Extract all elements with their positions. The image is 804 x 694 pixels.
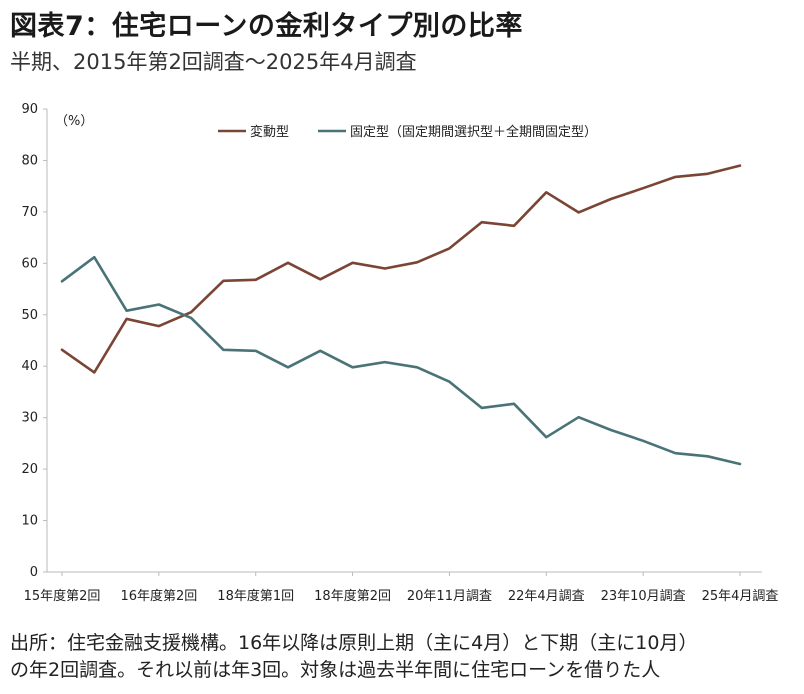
y-tick-label: 60 <box>21 256 38 271</box>
y-tick-label: 50 <box>21 308 38 323</box>
x-tick-label: 15年度第2回 <box>24 588 101 604</box>
chart-title: 図表7：住宅ローンの金利タイプ別の比率 <box>10 11 523 42</box>
x-tick-label: 23年10月調査 <box>601 589 686 604</box>
source-line-1: 出所：住宅金融支援機構。16年以降は原則上期（主に4月）と下期（主に10月） <box>10 632 698 654</box>
y-tick-label: 90 <box>21 102 38 117</box>
x-tick-label: 18年度第2回 <box>314 588 391 604</box>
legend: 変動型 固定型（固定期間選択型＋全期間固定型） <box>218 124 597 140</box>
source-line-2: の年2回調査。それ以前は年3回。対象は過去半年間に住宅ローンを借りた人 <box>10 659 661 681</box>
line-chart: 0 10 20 30 40 50 60 70 80 90 15年度第2回 16年度第2回 18年度第1… <box>21 102 779 604</box>
x-tick-label: 18年度第1回 <box>217 588 294 604</box>
y-tick-label: 80 <box>21 153 38 168</box>
series-line-variable <box>60 164 742 374</box>
y-tick-label: 10 <box>21 514 38 529</box>
y-tick-label: 20 <box>21 462 38 477</box>
y-unit-label: （%） <box>55 114 93 129</box>
source-note: 出所：住宅金融支援機構。16年以降は原則上期（主に4月）と下期（主に10月） の… <box>10 630 800 684</box>
series-line-fixed <box>60 255 742 466</box>
y-tick-label: 30 <box>21 411 38 426</box>
x-tick-label: 16年度第2回 <box>120 588 197 604</box>
x-tick-label: 20年11月調査 <box>407 589 492 604</box>
y-tick-label: 40 <box>21 359 38 374</box>
x-axis: 15年度第2回 16年度第2回 18年度第1回 18年度第2回 20年11月調査 22年4… <box>24 571 779 604</box>
x-tick-label: 22年4月調査 <box>508 589 585 604</box>
y-tick-label: 70 <box>21 205 38 220</box>
x-tick-label: 25年4月調査 <box>702 589 779 604</box>
legend-label: 固定型（固定期間選択型＋全期間固定型） <box>350 124 597 140</box>
y-axis: 0 10 20 30 40 50 60 70 80 90 <box>21 102 48 580</box>
legend-label: 変動型 <box>250 124 289 140</box>
series-layer <box>60 164 742 466</box>
chart-subtitle: 半期、2015年第2回調査～2025年4月調査 <box>10 50 417 74</box>
y-tick-label: 0 <box>30 565 38 580</box>
